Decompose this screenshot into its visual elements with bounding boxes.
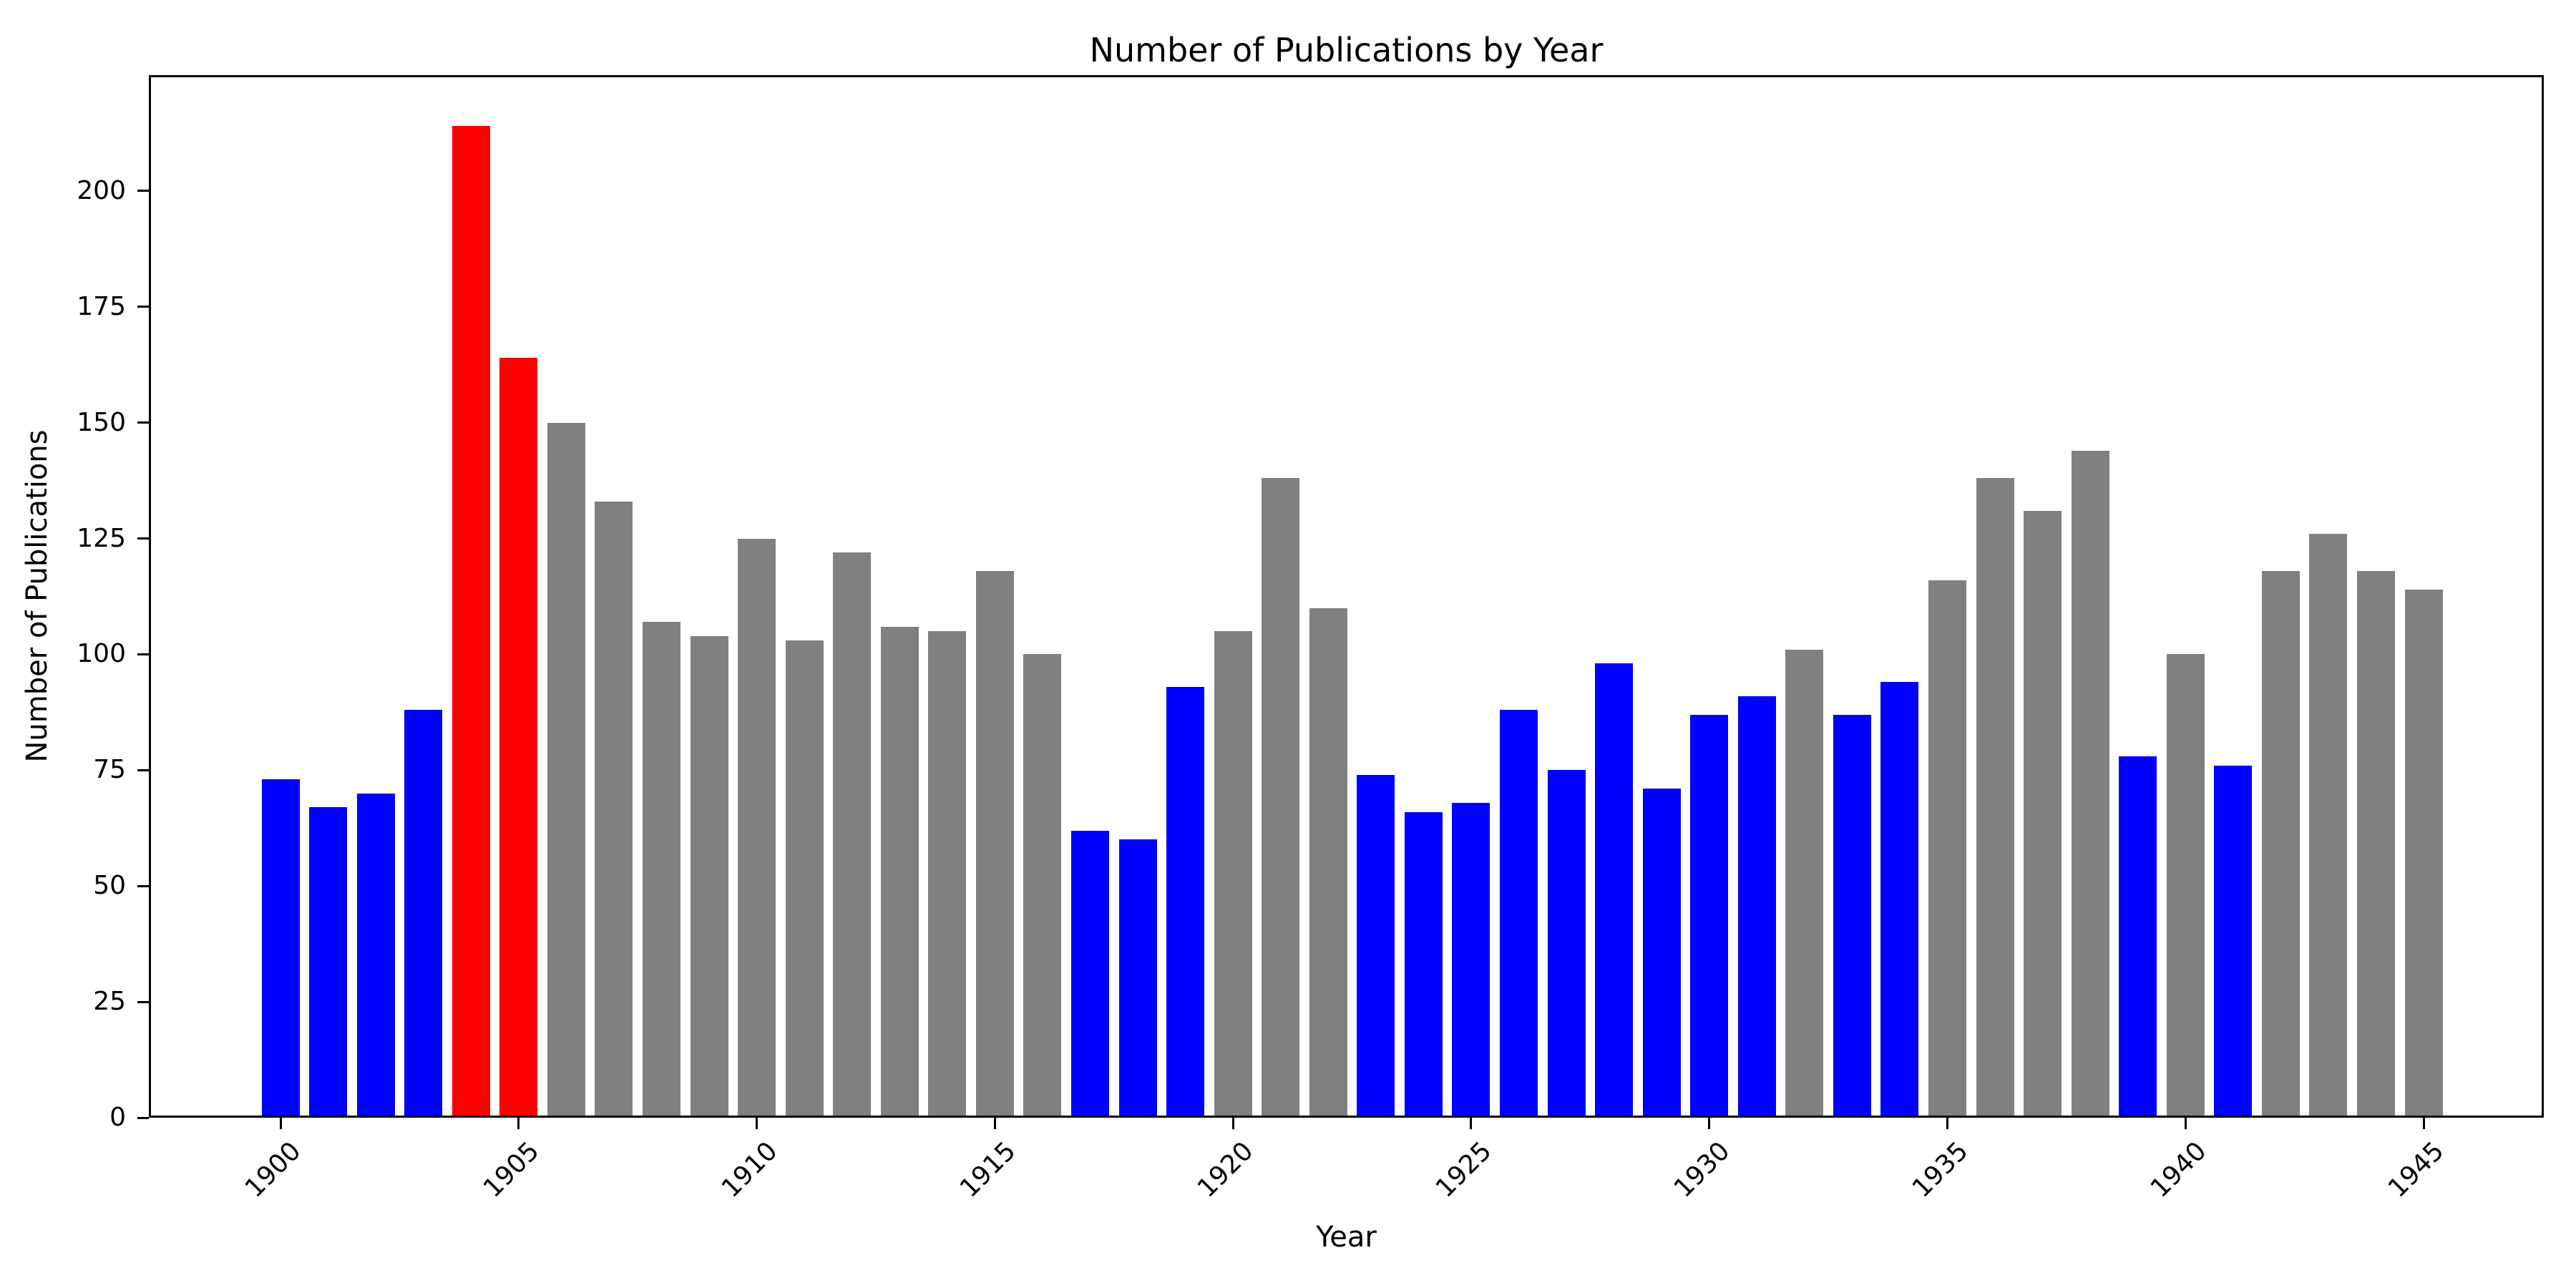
bar-1903 [404, 710, 443, 1118]
x-tick-label-1940: 1940 [2145, 1136, 2212, 1204]
x-tick-mark-1915 [993, 1118, 996, 1129]
x-tick-label-1925: 1925 [1430, 1136, 1498, 1204]
x-tick-label-1920: 1920 [1192, 1136, 1260, 1204]
bar-1944 [2356, 570, 2395, 1118]
y-tick-label-100: 100 [77, 639, 126, 669]
chart-title: Number of Publications by Year [1089, 31, 1604, 69]
x-axis-title: Year [1316, 1221, 1377, 1254]
bar-1934 [1880, 682, 1919, 1118]
y-tick-mark-50 [137, 884, 149, 887]
bar-1935 [1928, 580, 1966, 1118]
bar-1938 [2071, 450, 2109, 1118]
bar-1912 [833, 552, 872, 1118]
bar-1939 [2119, 756, 2157, 1118]
bar-1915 [975, 570, 1014, 1118]
y-tick-label-200: 200 [77, 175, 126, 205]
x-tick-label-1945: 1945 [2383, 1136, 2450, 1204]
y-tick-mark-125 [137, 537, 149, 540]
bar-1901 [309, 807, 348, 1118]
y-tick-mark-150 [137, 421, 149, 424]
y-tick-mark-75 [137, 769, 149, 771]
bar-1907 [595, 501, 633, 1118]
y-tick-mark-0 [137, 1116, 149, 1119]
bar-1941 [2214, 765, 2253, 1118]
bar-1943 [2309, 534, 2348, 1118]
y-tick-mark-200 [137, 190, 149, 192]
bar-1927 [1547, 770, 1586, 1118]
bar-1937 [2024, 510, 2062, 1118]
bar-1917 [1070, 830, 1109, 1118]
bar-1929 [1642, 789, 1681, 1118]
bar-1900 [261, 779, 300, 1118]
x-tick-label-1900: 1900 [240, 1136, 307, 1204]
bar-1928 [1595, 663, 1634, 1118]
bar-1911 [785, 640, 824, 1118]
bar-1930 [1690, 714, 1729, 1118]
x-tick-mark-1925 [1470, 1118, 1473, 1129]
x-tick-mark-1940 [2184, 1118, 2187, 1129]
bar-1931 [1737, 696, 1776, 1118]
bar-1936 [1976, 478, 2014, 1118]
x-tick-mark-1930 [1708, 1118, 1711, 1129]
y-tick-mark-25 [137, 1000, 149, 1003]
y-tick-label-75: 75 [93, 755, 126, 785]
bar-1919 [1166, 686, 1205, 1118]
bar-1920 [1214, 631, 1252, 1118]
bar-1942 [2261, 570, 2300, 1118]
bar-1904 [452, 126, 490, 1118]
bar-1921 [1262, 478, 1300, 1118]
bar-1916 [1023, 654, 1062, 1118]
x-tick-label-1915: 1915 [954, 1136, 1022, 1204]
bar-1923 [1357, 774, 1395, 1118]
bar-1922 [1309, 608, 1347, 1118]
bar-1909 [690, 635, 728, 1118]
y-tick-mark-100 [137, 653, 149, 655]
y-tick-label-125: 125 [77, 523, 126, 553]
bar-1932 [1785, 649, 1824, 1118]
bar-1908 [642, 622, 680, 1118]
x-tick-mark-1945 [2422, 1118, 2425, 1129]
bar-1902 [356, 793, 395, 1118]
bar-1926 [1499, 710, 1538, 1118]
x-tick-mark-1900 [279, 1118, 282, 1129]
bar-1905 [499, 358, 538, 1118]
y-tick-label-50: 50 [93, 871, 126, 901]
y-axis-title: Number of Publications [21, 429, 54, 763]
y-tick-label-0: 0 [109, 1103, 126, 1132]
y-tick-mark-175 [137, 306, 149, 308]
bar-1906 [547, 422, 585, 1118]
bar-1924 [1404, 811, 1443, 1118]
y-tick-label-25: 25 [93, 987, 126, 1017]
x-tick-label-1930: 1930 [1668, 1136, 1736, 1204]
x-tick-label-1905: 1905 [477, 1136, 545, 1204]
bar-1918 [1118, 839, 1157, 1118]
bar-1940 [2166, 654, 2205, 1118]
bar-1910 [738, 538, 776, 1118]
x-tick-label-1910: 1910 [716, 1136, 784, 1204]
x-tick-label-1935: 1935 [1906, 1136, 1974, 1204]
x-tick-mark-1920 [1231, 1118, 1234, 1129]
y-tick-label-150: 150 [77, 407, 126, 437]
bar-1945 [2404, 589, 2443, 1118]
bar-1913 [880, 626, 919, 1118]
x-tick-mark-1935 [1946, 1118, 1948, 1129]
x-tick-mark-1910 [756, 1118, 758, 1129]
x-tick-mark-1905 [517, 1118, 520, 1129]
bar-1933 [1833, 714, 1871, 1118]
y-tick-label-175: 175 [77, 291, 126, 321]
bar-1914 [928, 631, 967, 1118]
bar-1925 [1452, 802, 1491, 1118]
